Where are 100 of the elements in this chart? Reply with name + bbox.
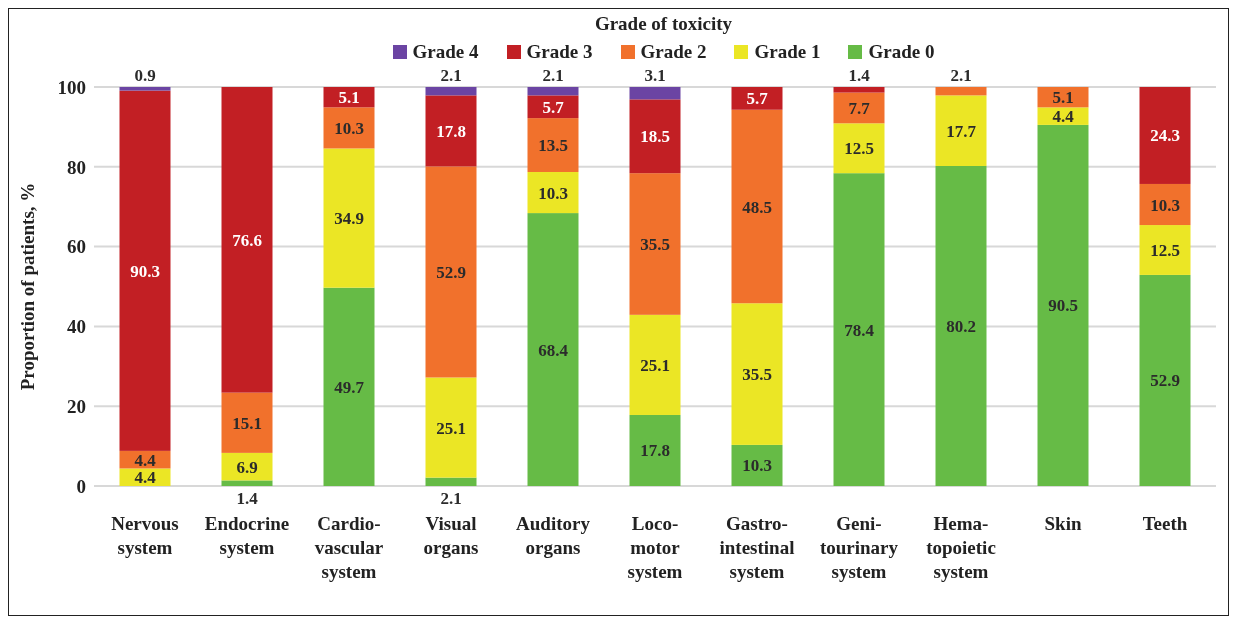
data-label: 25.1 [436,418,466,438]
data-label: 2.1 [440,66,462,85]
bar [629,99,681,174]
data-label: 5.1 [1052,88,1074,108]
legend-label: Grade 1 [754,41,821,63]
data-label: 18.5 [640,127,670,147]
data-label: 17.7 [946,121,977,141]
y-tick-label: 20 [67,395,86,417]
data-label: 90.3 [130,261,160,281]
data-label: 10.3 [742,456,772,476]
data-label: 49.7 [334,377,365,397]
data-label: 4.4 [134,450,157,470]
data-label: 15.1 [232,413,262,433]
bar [1139,183,1191,226]
data-label: 4.4 [134,468,157,488]
bar [629,414,681,486]
data-label: 80.2 [946,317,976,336]
x-tick-label: Endocrine system [204,513,290,558]
data-label: 35.5 [640,235,670,255]
x-tick-label: Skin [1044,513,1082,534]
y-axis-title: Proportion of patients, % [16,182,38,391]
data-label: 10.3 [538,183,568,203]
x-tick-label: Hema-topoietic system [926,513,996,582]
data-label: 76.6 [232,230,262,250]
bar [833,92,885,124]
bar [119,90,171,451]
data-label: 25.1 [640,355,670,375]
data-label: 12.5 [844,139,874,159]
bar [221,87,273,393]
data-label: 0.9 [134,66,156,85]
data-label: 5.7 [746,89,769,109]
y-tick-label: 40 [67,316,86,338]
bar [527,87,579,96]
y-tick-label: 80 [67,156,86,178]
bar [629,314,681,415]
bar [1139,225,1191,275]
data-label: 13.5 [538,136,568,156]
x-tick-label: Loco-motor system [627,513,683,582]
y-tick-label: 60 [67,236,86,258]
bar [527,95,579,119]
x-tick-label: Cardio-vascular system [314,513,384,582]
data-label: 1.4 [848,66,871,85]
data-label: 10.3 [1150,195,1180,215]
data-label: 7.7 [848,98,871,118]
data-label: 78.4 [844,320,875,340]
bar [425,87,477,96]
bar [1037,124,1089,486]
bar [221,480,273,486]
bar [425,477,477,486]
bar [119,87,171,91]
data-label: 48.5 [742,197,772,217]
bar [935,95,987,166]
bar [425,377,477,478]
x-tick-label: Teeth [1142,513,1188,534]
bar [1139,274,1191,486]
bar [833,173,885,486]
x-tick-label: Auditory organs [516,513,591,558]
bar [935,166,987,486]
bar [731,109,783,304]
data-label: 52.9 [436,262,466,282]
legend-title: Grade of toxicity [594,13,733,35]
bar [731,303,783,445]
x-tick-label: Gastro-intestinal system [719,513,795,582]
y-tick-label: 100 [57,76,86,98]
bar [629,173,681,315]
data-label: 1.4 [236,489,259,508]
data-label: 5.1 [338,88,360,108]
data-label: 17.8 [640,441,670,461]
data-label: 2.1 [440,489,462,508]
x-tick-label: Nervous system [111,513,179,558]
bar [527,171,579,214]
data-label: 4.4 [1052,107,1075,127]
bar [425,95,477,167]
data-label: 6.9 [236,457,258,477]
data-label: 90.5 [1048,296,1078,316]
data-label: 3.1 [644,66,666,85]
data-label: 17.8 [436,121,466,141]
bar [731,87,783,110]
x-tick-label: Geni-tourinary system [819,513,899,582]
data-label: 10.3 [334,118,364,138]
bar [935,87,987,96]
bar [323,148,375,288]
bar [323,287,375,486]
legend-label: Grade 3 [526,41,593,63]
data-label: 5.7 [542,97,565,117]
data-label: 2.1 [950,66,972,85]
data-label: 2.1 [542,66,564,85]
y-tick-label: 0 [76,475,86,497]
data-label: 34.9 [334,209,364,229]
bar [221,392,273,453]
bar [629,87,681,100]
data-label: 68.4 [538,340,569,360]
x-tick-label: Visual organs [423,513,479,558]
bar [833,87,885,93]
data-label: 12.5 [1150,240,1180,260]
legend-label: Grade 0 [868,41,935,63]
data-label: 24.3 [1150,126,1180,146]
legend-label: Grade 4 [412,41,479,63]
bar [1139,87,1191,184]
data-label: 52.9 [1150,371,1180,391]
